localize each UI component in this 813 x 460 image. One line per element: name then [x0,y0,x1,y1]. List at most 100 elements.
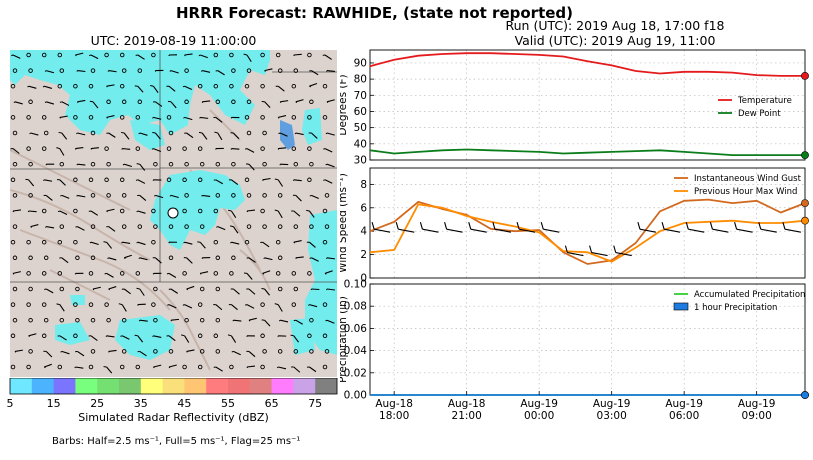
wind-barb-flag [214,131,218,134]
calm-wind-circle [275,52,281,58]
calm-wind-circle [151,208,156,214]
calm-wind-circle [215,286,221,292]
calm-wind-circle [59,224,65,229]
y-tick-label: 0.02 [344,367,367,379]
wind-barb-flag [308,304,310,306]
wind-barb [154,132,161,140]
y-tick-label: 2 [360,249,367,261]
wind-barb [200,271,209,274]
calm-wind-circle [119,115,125,120]
wind-barb-flag [229,225,234,228]
wind-barb [248,350,256,358]
calm-wind-circle [260,52,265,58]
wind-barb-flag [244,148,248,150]
wind-barb [324,54,332,60]
calm-wind-circle [121,349,127,354]
wind-barb [137,179,146,184]
calm-wind-circle [26,302,31,307]
calm-wind-circle [213,271,219,276]
calm-wind-circle [121,99,127,105]
wind-barb-flag [201,195,203,197]
wind-barb-flag [12,210,14,213]
timeseries-wind-barb [615,252,632,257]
timeseries-wind-barb-flag [395,222,399,230]
calm-wind-circle [246,224,252,229]
wind-barb-flag [136,210,139,213]
y-tick-label: 4 [360,226,367,238]
y-tick-label: 70 [354,90,367,102]
wind-barb [90,210,99,216]
wind-barb-flag [323,179,326,181]
wind-barb-flag [89,241,92,244]
calm-wind-circle [166,115,172,120]
wind-barb [77,132,86,136]
calm-wind-circle [26,52,31,58]
wind-barb [14,101,23,105]
wind-barb [44,85,53,89]
wind-barb [59,148,65,156]
timeseries-wind-barb-flag [371,222,375,230]
calm-wind-circle [231,193,236,198]
calm-wind-circle [244,115,250,120]
wind-barb [45,351,53,358]
wind-barb [168,304,177,309]
y-tick-label: 0.06 [344,323,368,335]
wind-barb [262,241,270,248]
wind-barb-flag [153,195,156,197]
y-tick-label: 8 [360,179,367,191]
calm-wind-circle [59,286,65,292]
wind-barb [233,319,242,322]
wind-barb-flag [278,132,281,135]
calm-wind-circle [121,68,127,73]
timeseries-wind-barb [663,228,681,233]
calm-wind-circle [182,208,187,214]
wind-barb-flag [58,131,62,134]
calm-wind-circle [277,68,283,73]
wind-barb [75,52,84,56]
calm-wind-circle [166,146,172,151]
wind-barb [168,364,177,368]
wind-barb-flag [326,257,328,260]
calm-wind-circle [307,146,312,151]
wind-barb [215,304,223,311]
wind-barb [124,254,132,259]
x-tick-label-date: Aug-19 [665,398,703,410]
wind-barb [61,194,70,199]
station-marker[interactable] [167,207,179,219]
y-tick-label: 0.08 [344,301,367,313]
y-tick-label: 0 [360,273,367,285]
calm-wind-circle [90,224,96,229]
calm-wind-circle [184,68,189,73]
plot-frame [369,283,806,396]
wind-barb [61,350,70,355]
colorbar-swatch [162,378,185,394]
calm-wind-circle [293,224,299,229]
calm-wind-circle [168,130,174,136]
colorbar-swatch [271,378,294,394]
wind-barb [139,163,146,171]
calm-wind-circle [199,349,205,354]
wind-barb-flag [227,334,232,337]
calm-wind-circle [215,193,221,198]
wind-barb [277,304,283,312]
calm-wind-circle [12,255,18,261]
calm-wind-circle [90,317,96,323]
wind-barb-flag [182,85,185,88]
wind-barb [264,68,273,72]
wind-barb [186,349,195,352]
x-tick-label-date: Aug-18 [448,398,486,410]
calm-wind-circle [262,161,267,167]
timeseries-wind-barb [784,228,802,233]
y-tick-label: 30 [354,155,367,167]
calm-wind-circle [73,239,78,245]
timeseries-wind-barb-flag [782,222,786,230]
calm-wind-circle [10,115,16,120]
calm-wind-circle [121,224,127,229]
calm-wind-circle [90,255,96,261]
wind-barb-flag [56,303,60,306]
calm-wind-circle [151,239,156,245]
wind-barb [28,210,37,213]
wind-barb [184,53,193,56]
wind-barb [28,179,35,187]
calm-wind-circle [182,177,187,183]
